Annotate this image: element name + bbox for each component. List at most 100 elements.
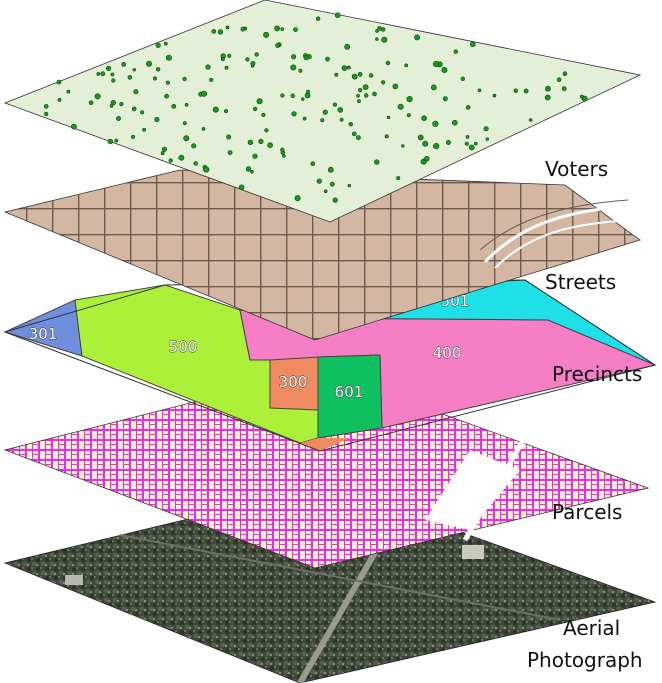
voter-dot: [217, 29, 224, 35]
voter-dot: [280, 147, 285, 152]
voter-dot: [414, 34, 420, 41]
voter-dot: [164, 93, 169, 99]
voter-dot: [523, 88, 529, 94]
voter-dot: [346, 65, 351, 70]
voter-dot: [357, 71, 363, 77]
voter-dot: [545, 85, 551, 92]
voter-dot: [290, 64, 297, 71]
voter-dot: [344, 43, 351, 50]
voter-dot: [43, 104, 49, 109]
voter-dot: [332, 102, 338, 107]
voter-dot: [121, 62, 127, 67]
voter-dot: [430, 84, 437, 91]
aerial-building: [65, 575, 83, 585]
voter-dot: [57, 98, 62, 102]
voter-dot: [191, 143, 197, 149]
streets-curve: [479, 199, 629, 251]
streets-curve: [483, 203, 641, 264]
voter-dot: [205, 64, 211, 70]
voter-dot: [256, 98, 263, 105]
voter-dot: [96, 72, 101, 76]
voter-dot: [460, 76, 465, 82]
voter-dot: [298, 68, 303, 73]
voter-dot: [211, 29, 217, 34]
voter-dot: [71, 123, 77, 130]
voter-dot: [110, 99, 116, 106]
voter-dot: [184, 103, 189, 107]
voter-dot: [380, 27, 386, 32]
voter-dot: [375, 29, 379, 33]
voter-dot: [263, 31, 270, 38]
voter-dot: [422, 140, 429, 147]
layer-label-streets: Streets: [545, 270, 617, 294]
voter-dot: [356, 94, 360, 98]
voter-dot: [364, 93, 369, 98]
voter-dot: [294, 195, 301, 202]
layer-label-aerial-2: Photograph: [527, 648, 643, 672]
voter-dot: [396, 176, 401, 181]
voter-dot: [381, 80, 386, 85]
voter-dot: [44, 111, 49, 117]
voter-dot: [374, 159, 380, 165]
voter-dot: [337, 107, 344, 113]
voter-dot: [384, 134, 389, 139]
voter-dot: [351, 131, 357, 137]
voter-dot: [381, 36, 388, 43]
voter-dot: [513, 88, 518, 93]
voter-dot: [203, 166, 210, 173]
voter-dot: [105, 65, 112, 71]
voter-dot: [417, 134, 424, 141]
voter-dot: [127, 75, 133, 80]
voter-dot: [485, 137, 489, 141]
voter-dot: [250, 60, 256, 66]
voter-dot: [528, 118, 533, 122]
voter-dot: [110, 72, 115, 77]
voter-dot: [315, 16, 321, 21]
voter-dot: [240, 26, 246, 32]
voter-dot: [161, 146, 167, 152]
voter-dot: [247, 139, 254, 146]
voter-dot: [163, 41, 168, 46]
voter-dot: [362, 84, 369, 90]
voter-dot: [182, 121, 187, 126]
voter-dot: [160, 151, 165, 156]
voter-dot: [155, 42, 161, 48]
voter-dot: [226, 134, 232, 140]
voter-dot: [433, 143, 440, 150]
voter-dot: [133, 89, 139, 95]
voter-dot: [406, 113, 411, 118]
voter-dot: [142, 127, 147, 132]
voter-dot: [303, 55, 309, 61]
voter-dot: [254, 52, 259, 57]
voter-dot: [165, 80, 170, 85]
voter-dot: [397, 103, 404, 110]
voter-dot: [252, 153, 258, 159]
streets-layer: [3, 169, 641, 341]
voter-dot: [556, 77, 562, 82]
voter-dot: [171, 104, 177, 109]
voter-dot: [252, 106, 258, 112]
voter-dot: [100, 71, 106, 77]
voter-dot: [375, 37, 379, 41]
voter-dot: [131, 106, 137, 112]
layer-label-aerial-1: Aerial: [563, 616, 621, 640]
voter-dots: [43, 12, 588, 203]
voter-dot: [155, 67, 161, 72]
voter-dot: [465, 135, 470, 139]
voter-dot: [341, 65, 348, 71]
parcels-road: [462, 418, 538, 542]
voter-dot: [291, 54, 297, 60]
voter-dot: [280, 93, 285, 98]
voter-dot: [183, 135, 190, 142]
voter-dot: [322, 109, 328, 115]
voter-dot: [245, 57, 250, 62]
voter-dot: [339, 117, 344, 122]
voter-dot: [293, 27, 298, 32]
voter-dot: [224, 109, 229, 114]
voter-dot: [392, 83, 399, 90]
voter-dot: [432, 120, 439, 127]
voter-dot: [238, 184, 245, 191]
voter-dot: [267, 142, 273, 148]
streets-plane: [3, 169, 641, 341]
